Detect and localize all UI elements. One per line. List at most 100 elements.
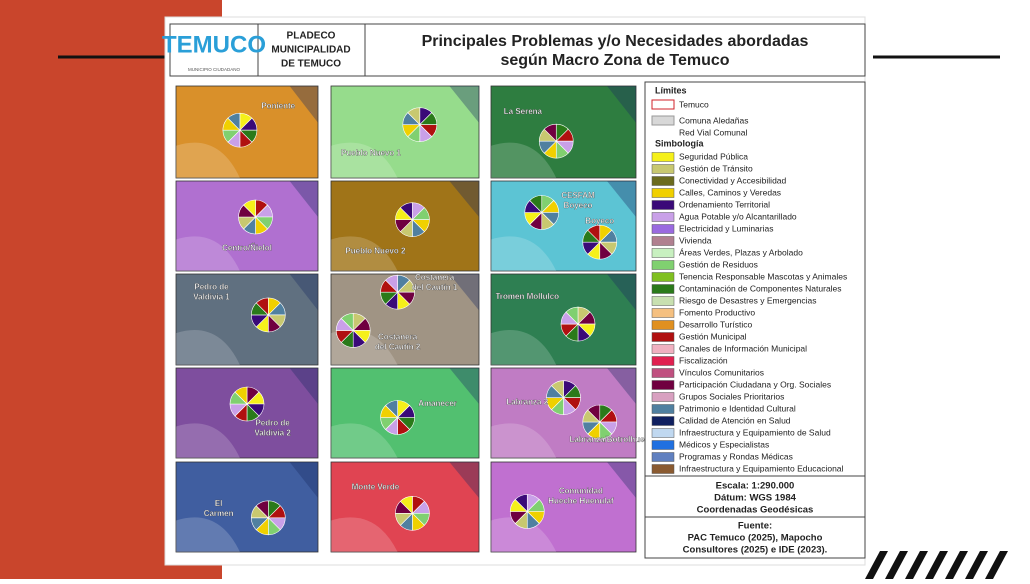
legend-label: Gestión Municipal <box>679 331 747 341</box>
map-road <box>289 462 318 498</box>
legend-swatch <box>651 176 675 186</box>
map-feature <box>491 423 557 458</box>
map-feature <box>331 236 398 271</box>
zone-label: Centro/Ñielol <box>222 244 272 253</box>
legend-label: Gestión de Tránsito <box>679 163 753 173</box>
map-feature <box>331 142 398 178</box>
zone-label: Amanecer <box>418 399 457 408</box>
zone-label: Boyeco <box>564 201 593 210</box>
map-road <box>289 181 318 217</box>
pie-slice <box>565 306 579 325</box>
pie-slice <box>514 494 528 513</box>
legend-swatch <box>651 368 675 378</box>
zone-label: Costanera <box>415 273 455 282</box>
legend-label: Áreas Verdes, Plazas y Arbolado <box>679 247 803 257</box>
legend-label: Tenencia Responsable Mascotas y Animales <box>679 271 847 281</box>
pie-slice <box>407 107 421 126</box>
zone-label: Labranza/Botrolhue <box>569 435 645 444</box>
pie-slice <box>255 297 269 316</box>
title-line: Principales Problemas y/o Necesidades ab… <box>422 33 809 50</box>
legend-label: Patrimonio e Identidad Cultural <box>679 403 796 413</box>
legend-label: Grupos Sociales Prioritarios <box>679 391 784 401</box>
logo: TEMUCO <box>162 31 266 58</box>
pie-slice <box>255 500 269 519</box>
legend-swatch <box>651 115 675 126</box>
legend-swatch <box>651 164 675 174</box>
map-road <box>289 368 318 404</box>
zone-label: Poniente <box>261 101 295 110</box>
legend-swatch <box>651 248 675 258</box>
source-line: Fuente: <box>738 521 772 532</box>
legend-swatch <box>651 452 675 462</box>
map-feature <box>176 423 240 458</box>
map-road <box>607 86 636 123</box>
zone-label: del Cautín 2 <box>375 342 421 351</box>
legend-swatch <box>651 404 675 414</box>
zone-label: del Cautín 1 <box>412 283 458 292</box>
legend-swatch <box>651 320 675 330</box>
legend-label: Infraestructura y Equipamiento de Salud <box>679 427 831 437</box>
legend-swatch <box>651 152 675 162</box>
org-line: MUNICIPALIDAD <box>271 45 350 56</box>
zone-label: Boyeco <box>585 217 614 226</box>
pie-slice <box>587 224 601 243</box>
legend-swatch <box>651 272 675 282</box>
legend-swatch <box>651 392 675 402</box>
map-road <box>449 86 479 123</box>
map-feature <box>176 142 240 178</box>
pie-slice <box>227 112 241 131</box>
legend-label: Comuna Aledañas <box>679 115 748 125</box>
legend-label: Conectividad y Accesibilidad <box>679 175 787 185</box>
legend-label: Fiscalización <box>679 355 728 365</box>
map-road <box>607 462 636 498</box>
legend-swatch <box>651 236 675 246</box>
legend-label: Ordenamiento Territorial <box>679 199 770 209</box>
legend-swatch <box>651 464 675 474</box>
zone-label: Tromen Mollulco <box>495 292 559 301</box>
pie-slice <box>399 495 413 515</box>
zone-label: Costanera <box>378 332 418 341</box>
map-road <box>449 181 479 217</box>
legend-label: Gestión de Residuos <box>679 259 758 269</box>
zone-label: Carmen <box>204 509 234 518</box>
legend-swatch <box>651 99 675 110</box>
legend-swatch <box>651 428 675 438</box>
legend-swatch <box>651 284 675 294</box>
pie-slice <box>587 404 601 423</box>
zone-label: Pedro de <box>255 418 290 427</box>
map-feature <box>176 517 240 552</box>
map-panel <box>490 180 637 272</box>
map-feature <box>491 517 557 552</box>
title-line: según Macro Zona de Temuco <box>500 52 729 69</box>
pie-slice <box>529 195 543 214</box>
zone-label: Labranza 2 <box>506 397 548 406</box>
map-feature <box>331 517 398 552</box>
source-line: PAC Temuco (2025), Mapocho <box>688 533 823 544</box>
legend-swatch <box>651 332 675 342</box>
legend-heading: Simbología <box>655 138 704 148</box>
pie-slice <box>385 400 398 419</box>
map-road <box>289 86 318 123</box>
pie-slice <box>399 202 413 221</box>
zone-label: Pedro de <box>194 282 229 291</box>
map-road <box>449 368 479 404</box>
legend-label: Desarrollo Turístico <box>679 319 752 329</box>
map-feature <box>491 236 557 271</box>
zone-label: CESFAM <box>561 191 595 200</box>
legend-swatch <box>651 188 675 198</box>
legend-label: Calles, Caminos y Veredas <box>679 187 781 197</box>
zone-label: Valdivia 2 <box>254 428 291 437</box>
zone-label: La Serena <box>504 107 543 116</box>
zone-label: Hueche Huenulaf <box>548 496 614 505</box>
legend-swatch <box>651 380 675 390</box>
legend-label: Vínculos Comunitarios <box>679 367 764 377</box>
pie-slice <box>243 199 256 218</box>
legend-label: Vivienda <box>679 235 712 245</box>
map-feature <box>491 142 557 178</box>
legend-heading: Límites <box>655 85 687 95</box>
legend-label: Fomento Productivo <box>679 307 755 317</box>
pie-slice <box>234 386 248 405</box>
legend-label: Temuco <box>679 99 709 109</box>
